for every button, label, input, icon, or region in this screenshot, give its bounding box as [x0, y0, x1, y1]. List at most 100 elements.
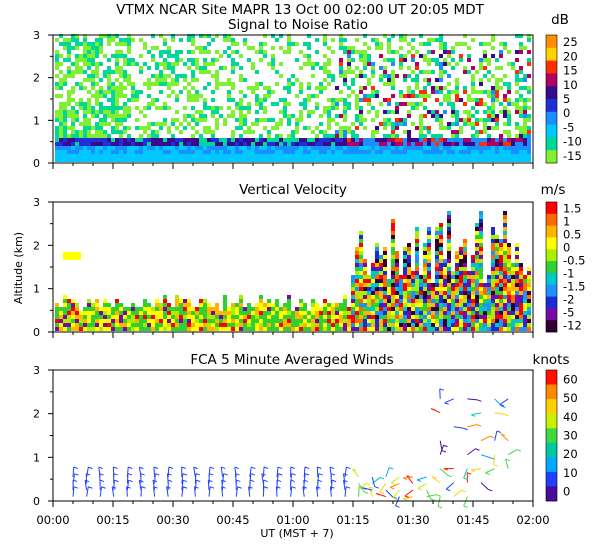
snr-cell: [427, 38, 431, 42]
vv-cell: [287, 327, 291, 331]
vv-cell: [511, 287, 515, 291]
vv-cell: [511, 275, 515, 279]
snr-cell: [255, 146, 259, 150]
snr-cell: [75, 142, 79, 146]
snr-cell: [55, 146, 59, 150]
vv-cell: [419, 275, 423, 279]
snr-cell: [527, 118, 531, 122]
vv-cell: [267, 307, 271, 311]
vv-cell: [475, 271, 479, 275]
snr-cell: [507, 146, 511, 150]
vv-cell: [467, 307, 471, 311]
vv-cell: [143, 315, 147, 319]
snr-cell: [227, 106, 231, 110]
snr-cell: [195, 46, 199, 50]
snr-cell: [359, 138, 363, 142]
vv-cell: [415, 323, 419, 327]
colorbar-swatch: [546, 213, 557, 226]
vv-cell: [115, 315, 119, 319]
snr-cell: [167, 126, 171, 130]
snr-cell: [187, 150, 191, 154]
snr-cell: [147, 134, 151, 138]
snr-cell: [155, 66, 159, 70]
snr-cell: [239, 90, 243, 94]
vv-cell: [439, 223, 443, 227]
snr-cell: [371, 134, 375, 138]
vv-cell: [59, 327, 63, 331]
vv-cell: [183, 299, 187, 303]
vv-cell: [475, 239, 479, 243]
snr-cell: [55, 50, 59, 54]
vv-cell: [463, 311, 467, 315]
snr-cell: [215, 82, 219, 86]
snr-cell: [263, 158, 267, 162]
vv-cell: [511, 283, 515, 287]
snr-cell: [415, 82, 419, 86]
vv-cell: [447, 323, 451, 327]
snr-cell: [227, 154, 231, 158]
snr-cell: [227, 150, 231, 154]
snr-cell: [175, 138, 179, 142]
snr-cell: [231, 58, 235, 62]
vv-cell: [355, 319, 359, 323]
vv-cell: [435, 311, 439, 315]
vv-cell: [147, 303, 151, 307]
snr-cell: [391, 74, 395, 78]
snr-cell: [415, 74, 419, 78]
snr-cell: [167, 46, 171, 50]
snr-cell: [115, 94, 119, 98]
wind-barb-flag: [84, 479, 90, 483]
colorbar-swatch: [546, 399, 557, 414]
snr-cell: [203, 150, 207, 154]
snr-cell: [339, 46, 343, 50]
snr-cell: [59, 154, 63, 158]
snr-cell: [471, 126, 475, 130]
snr-cell: [431, 150, 435, 154]
vv-cell: [255, 323, 259, 327]
vv-cell: [403, 279, 407, 283]
snr-cell: [507, 150, 511, 154]
snr-cell: [159, 106, 163, 110]
vv-cell: [339, 323, 343, 327]
snr-cell: [371, 90, 375, 94]
vv-cell: [455, 267, 459, 271]
snr-cell: [287, 46, 291, 50]
vv-cell: [507, 255, 511, 259]
snr-cell: [235, 118, 239, 122]
snr-cell: [471, 150, 475, 154]
snr-cell: [243, 154, 247, 158]
snr-cell: [419, 34, 423, 38]
snr-cell: [479, 118, 483, 122]
vv-cell: [479, 327, 483, 331]
wind-barb: [471, 412, 482, 416]
vv-cell: [271, 311, 275, 315]
snr-cell: [215, 150, 219, 154]
snr-cell: [483, 138, 487, 142]
vv-cell: [95, 323, 99, 327]
vv-cell: [387, 323, 391, 327]
snr-cell: [211, 142, 215, 146]
snr-cell: [463, 70, 467, 74]
snr-cell: [355, 66, 359, 70]
snr-cell: [387, 146, 391, 150]
snr-cell: [523, 46, 527, 50]
snr-cell: [103, 138, 107, 142]
snr-cell: [475, 130, 479, 134]
vv-cell: [71, 319, 75, 323]
snr-cell: [395, 142, 399, 146]
snr-cell: [155, 138, 159, 142]
snr-cell: [247, 126, 251, 130]
snr-cell: [223, 34, 227, 38]
snr-cell: [503, 74, 507, 78]
snr-cell: [71, 74, 75, 78]
snr-cell: [227, 98, 231, 102]
snr-cell: [131, 86, 135, 90]
vv-cell: [447, 275, 451, 279]
vv-cell: [211, 327, 215, 331]
snr-cell: [71, 90, 75, 94]
wind-barb-flag: [277, 466, 283, 470]
snr-cell: [327, 122, 331, 126]
vv-cell: [415, 299, 419, 303]
snr-cell: [263, 94, 267, 98]
vv-cell: [491, 287, 495, 291]
